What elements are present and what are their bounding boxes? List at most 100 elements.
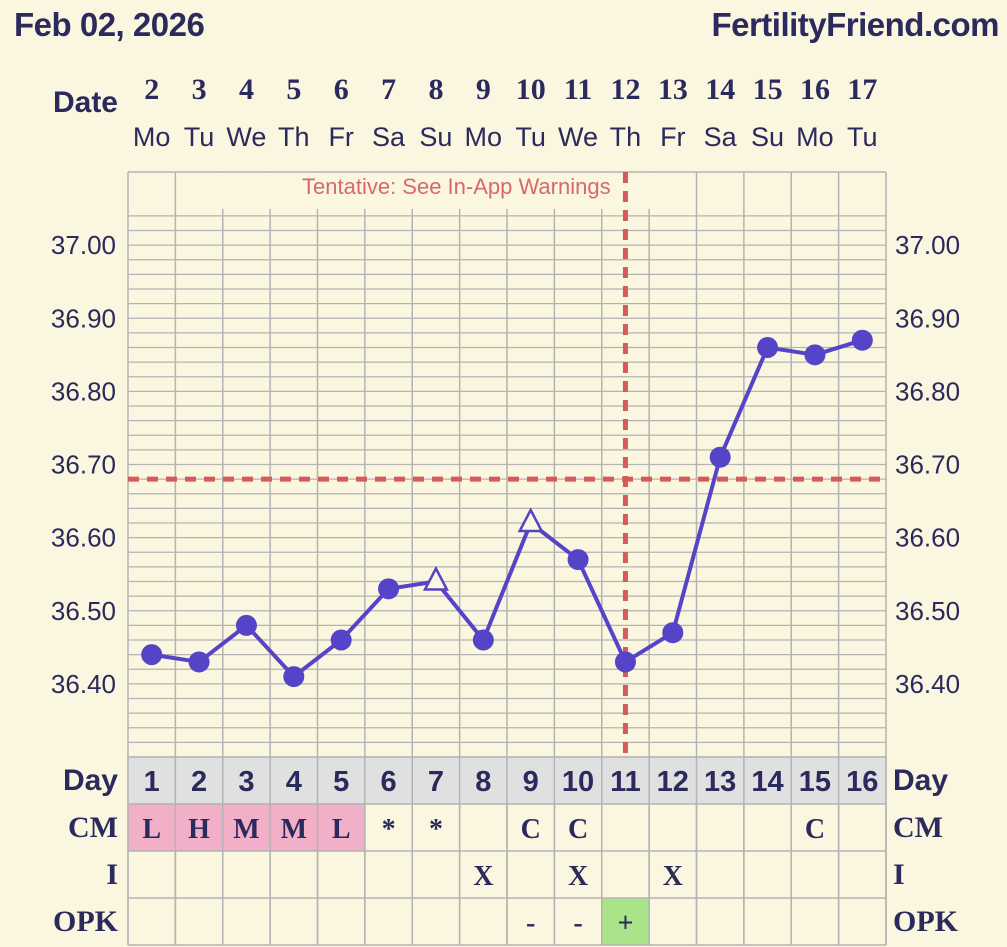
x-tick-weekday: Mo [133, 122, 171, 152]
x-tick-date: 9 [476, 73, 491, 106]
intercourse-row-label-left: I [106, 858, 118, 891]
x-tick-date: 4 [239, 73, 254, 106]
cm-value: C [521, 814, 541, 845]
temperature-point [472, 629, 494, 651]
site-name: FertilityFriend.com [711, 6, 999, 43]
cycle-day-number: 12 [657, 766, 689, 798]
x-tick-date: 11 [564, 73, 592, 106]
cycle-day-number: 5 [333, 766, 349, 798]
cm-cell-highlight [175, 804, 223, 851]
opk-cell-highlight [601, 898, 650, 945]
temperature-point [757, 337, 779, 358]
temperature-point [851, 329, 873, 351]
cycle-day-number: 16 [846, 766, 878, 798]
x-tick-date: 16 [800, 73, 830, 106]
y-tick-right: 36.90 [895, 303, 960, 333]
cycle-day-number: 11 [610, 766, 641, 798]
x-tick-weekday: Tu [515, 122, 546, 152]
x-tick-weekday: Fr [328, 122, 353, 152]
x-tick-weekday: Fr [660, 122, 685, 152]
temperature-point [378, 578, 400, 600]
temperature-point [804, 344, 826, 366]
day-row-label-right: Day [893, 764, 948, 797]
cm-value: C [568, 814, 588, 845]
x-tick-date: 5 [286, 73, 301, 106]
cycle-day-number: 14 [751, 766, 783, 798]
cm-value: C [805, 814, 825, 845]
x-tick-weekday: Sa [704, 122, 738, 152]
opk-result: - [573, 908, 582, 939]
cm-cell-highlight [317, 804, 365, 851]
cm-value: M [281, 814, 307, 845]
temperature-point [662, 622, 684, 644]
x-tick-date: 17 [847, 73, 877, 106]
y-tick-right: 37.00 [895, 230, 960, 260]
cm-row-label-left: CM [68, 811, 118, 844]
temperature-point [709, 446, 731, 468]
cm-value: L [332, 814, 351, 845]
y-tick-left: 36.60 [51, 523, 116, 553]
temperature-point [567, 549, 589, 571]
y-tick-left: 36.90 [51, 303, 116, 333]
x-tick-date: 15 [753, 73, 783, 106]
temperature-point [235, 614, 257, 636]
cycle-day-number: 6 [380, 766, 396, 798]
y-tick-left: 36.70 [51, 450, 116, 480]
intercourse-mark: X [663, 861, 683, 892]
temperature-point [141, 644, 163, 666]
y-tick-left: 36.80 [51, 376, 116, 406]
y-tick-right: 36.40 [895, 669, 960, 699]
cm-cell-highlight [128, 804, 176, 851]
x-tick-weekday: Th [278, 122, 310, 152]
x-tick-date: 7 [381, 73, 396, 106]
intercourse-mark: X [568, 861, 588, 892]
temperature-point [188, 651, 210, 673]
x-axis-label: Date [53, 86, 118, 119]
cycle-day-number: 4 [286, 766, 302, 798]
temperature-point-discarded [517, 507, 544, 533]
cycle-day-number: 9 [523, 766, 539, 798]
cycle-day-number: 3 [238, 766, 254, 798]
cycle-day-number: 2 [191, 766, 207, 798]
x-tick-date: 10 [516, 73, 546, 106]
x-tick-date: 3 [192, 73, 207, 106]
cm-cell-highlight [270, 804, 318, 851]
cycle-day-number: 13 [704, 766, 736, 798]
cm-row-label-right: CM [893, 811, 943, 844]
temperature-point [330, 629, 352, 651]
cm-value: * [382, 814, 396, 845]
chart-date: Feb 02, 2026 [14, 6, 205, 43]
x-tick-weekday: Mo [796, 122, 834, 152]
temperature-point [614, 651, 636, 673]
x-tick-weekday: Sa [372, 122, 406, 152]
cm-value: L [142, 814, 161, 845]
cycle-day-number: 10 [562, 766, 594, 798]
day-row-label-left: Day [63, 764, 118, 797]
annotation-box [203, 173, 673, 209]
x-tick-weekday: Th [610, 122, 642, 152]
x-tick-weekday: Mo [465, 122, 503, 152]
cm-value: H [188, 814, 210, 845]
x-tick-weekday: We [558, 122, 598, 152]
y-tick-right: 36.60 [895, 523, 960, 553]
cycle-day-number: 15 [799, 766, 831, 798]
cm-value: * [429, 814, 443, 845]
x-tick-weekday: Tu [184, 122, 215, 152]
opk-result: - [526, 908, 535, 939]
x-tick-date: 12 [610, 73, 640, 106]
y-tick-left: 37.00 [51, 230, 116, 260]
cycle-day-number: 1 [144, 766, 160, 798]
cycle-day-number: 8 [475, 766, 491, 798]
temperature-point [283, 666, 305, 688]
x-tick-weekday: Su [419, 122, 452, 152]
x-tick-date: 6 [334, 73, 349, 106]
x-tick-date: 13 [658, 73, 688, 106]
x-tick-weekday: Tu [847, 122, 878, 152]
y-tick-left: 36.40 [51, 669, 116, 699]
x-tick-weekday: Su [751, 122, 784, 152]
temperature-line [151, 338, 863, 679]
cycle-day-number: 7 [428, 766, 444, 798]
intercourse-mark: X [473, 861, 493, 892]
x-tick-date: 14 [705, 73, 735, 106]
